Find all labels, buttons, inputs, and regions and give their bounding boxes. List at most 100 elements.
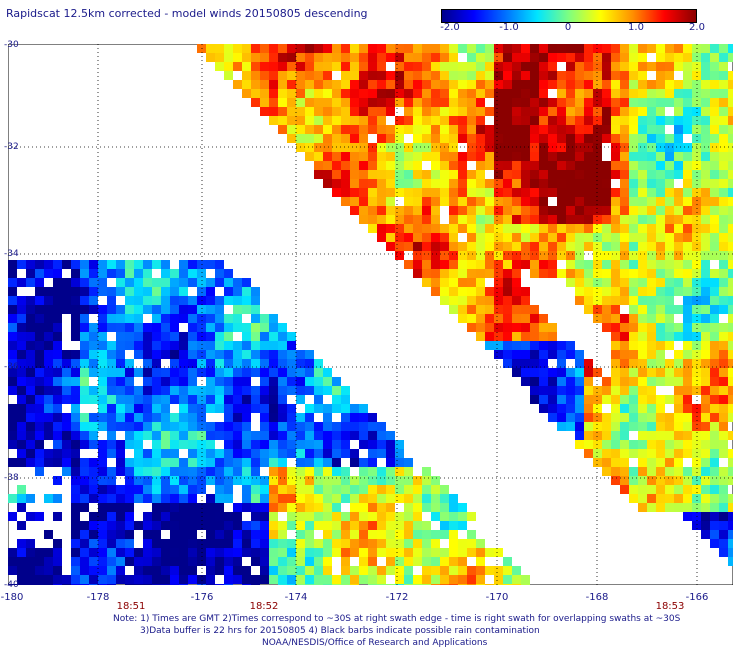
swath-cell [584, 188, 593, 197]
swath-cell [251, 557, 260, 566]
swath-cell [494, 233, 503, 242]
swath-cell [422, 485, 431, 494]
swath-cell [269, 44, 278, 53]
swath-cell [188, 566, 197, 575]
swath-cell [476, 179, 485, 188]
swath-cell [566, 44, 575, 53]
swath-cell [575, 179, 584, 188]
swath-cell [440, 53, 449, 62]
swath-cell [485, 584, 494, 585]
swath-cell [305, 80, 314, 89]
swath-cell [548, 152, 557, 161]
swath-cell [656, 197, 665, 206]
swath-cell [521, 323, 530, 332]
swath-cell [431, 242, 440, 251]
swath-cell [35, 449, 44, 458]
swath-cell [260, 323, 269, 332]
swath-cell [512, 107, 521, 116]
swath-cell [53, 494, 62, 503]
swath-cell [359, 575, 368, 584]
swath-cell [125, 422, 134, 431]
swath-cell [107, 485, 116, 494]
swath-cell [719, 395, 728, 404]
swath-cell [17, 521, 26, 530]
swath-cell [242, 332, 251, 341]
swath-cell [251, 440, 260, 449]
swath-cell [557, 404, 566, 413]
swath-cell [611, 233, 620, 242]
swath-cell [584, 116, 593, 125]
swath-cell [359, 440, 368, 449]
swath-cell [611, 305, 620, 314]
swath-cell [125, 305, 134, 314]
lon-label: -180 [0, 592, 24, 603]
swath-cell [152, 467, 161, 476]
swath-cell [611, 314, 620, 323]
swath-cell [548, 107, 557, 116]
swath-cell [683, 413, 692, 422]
swath-cell [503, 107, 512, 116]
swath-cell [611, 278, 620, 287]
swath-cell [728, 521, 733, 530]
swath-cell [71, 476, 80, 485]
swath-cell [134, 566, 143, 575]
swath-cell [161, 386, 170, 395]
swath-cell [449, 62, 458, 71]
swath-cell [161, 422, 170, 431]
swath-cell [206, 503, 215, 512]
swath-cell [125, 323, 134, 332]
swath-cell [656, 80, 665, 89]
swath-cell [539, 251, 548, 260]
swath-cell [458, 80, 467, 89]
swath-cell [89, 440, 98, 449]
swath-cell [296, 575, 305, 584]
swath-cell [521, 377, 530, 386]
swath-cell [431, 98, 440, 107]
swath-cell [539, 404, 548, 413]
swath-cell [242, 449, 251, 458]
swath-cell [305, 62, 314, 71]
swath-cell [431, 584, 440, 585]
swath-cell [539, 62, 548, 71]
swath-cell [179, 548, 188, 557]
swath-cell [242, 458, 251, 467]
swath-cell [647, 467, 656, 476]
swath-cell [323, 143, 332, 152]
swath-cell [179, 377, 188, 386]
swath-cell [26, 512, 35, 521]
swath-cell [683, 431, 692, 440]
swath-cell [170, 449, 179, 458]
swath-cell [368, 431, 377, 440]
swath-cell [611, 422, 620, 431]
swath-cell [647, 305, 656, 314]
swath-cell [125, 539, 134, 548]
swath-cell [197, 449, 206, 458]
swath-cell [422, 134, 431, 143]
swath-cell [404, 107, 413, 116]
swath-cell [692, 125, 701, 134]
swath-cell [377, 188, 386, 197]
swath-cell [53, 512, 62, 521]
swath-cell [611, 134, 620, 143]
swath-cell [161, 404, 170, 413]
swath-cell [17, 314, 26, 323]
swath-cell [494, 278, 503, 287]
swath-cell [242, 476, 251, 485]
swath-cell [368, 530, 377, 539]
swath-cell [674, 107, 683, 116]
swath-cell [278, 530, 287, 539]
swath-cell [287, 476, 296, 485]
swath-cell [8, 269, 17, 278]
swath-cell [476, 98, 485, 107]
swath-cell [719, 440, 728, 449]
swath-cell [692, 287, 701, 296]
swath-cell [305, 449, 314, 458]
swath-cell [728, 350, 733, 359]
swath-cell [503, 251, 512, 260]
swath-cell [404, 557, 413, 566]
swath-cell [476, 323, 485, 332]
swath-cell [341, 512, 350, 521]
swath-cell [710, 539, 719, 548]
swath-cell [683, 161, 692, 170]
swath-cell [44, 584, 53, 585]
